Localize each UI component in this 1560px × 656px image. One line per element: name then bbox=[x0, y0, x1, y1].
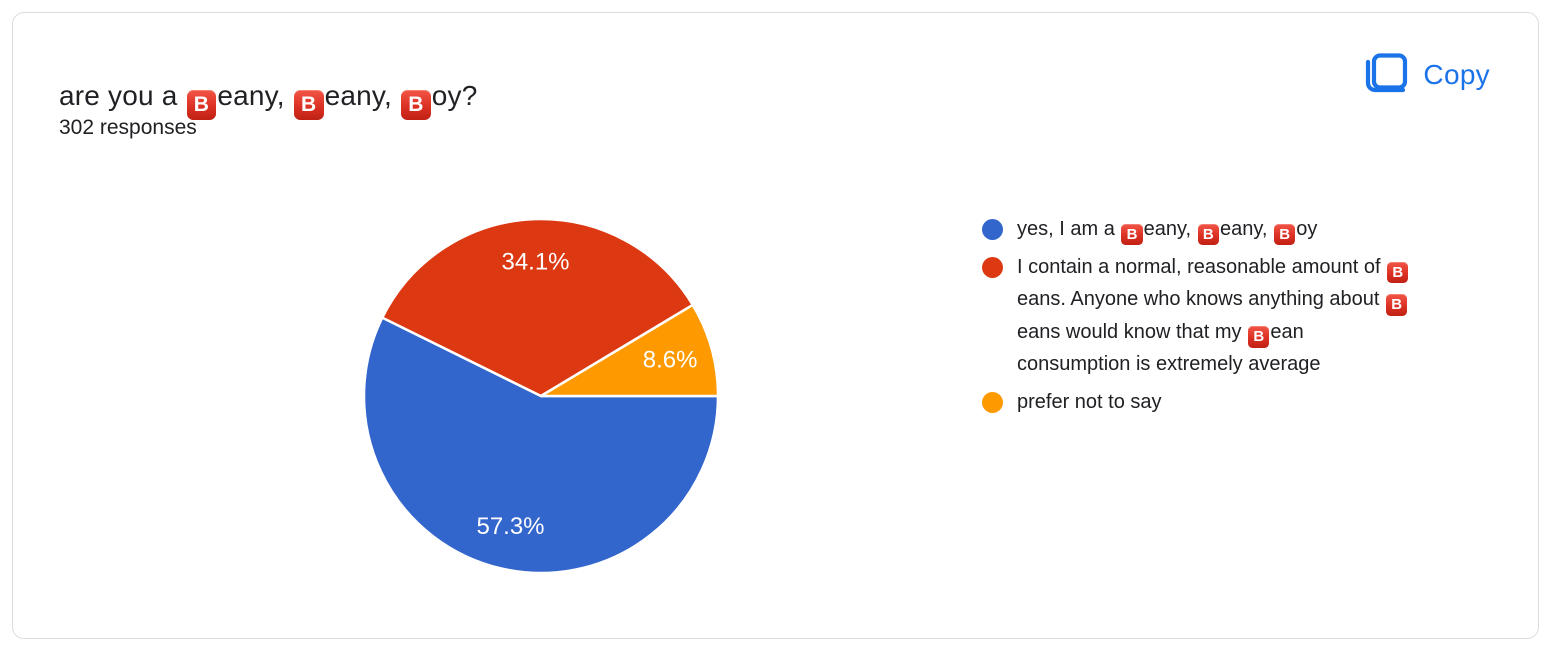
b-button-emoji: B bbox=[1248, 326, 1270, 348]
legend-swatch bbox=[982, 219, 1003, 240]
b-button-emoji: B bbox=[1386, 294, 1408, 316]
b-button-emoji: B bbox=[400, 89, 431, 120]
pie-slice-1 bbox=[381, 217, 695, 398]
copy-button-label: Copy bbox=[1423, 59, 1490, 90]
legend-swatch bbox=[982, 391, 1003, 413]
pie-slice-label: 57.3% bbox=[476, 513, 544, 540]
pie-chart-container: 57.3% 34.1% 8.6% bbox=[361, 216, 721, 576]
pie-slice-label: 34.1% bbox=[501, 249, 569, 276]
legend-label: I contain a normal, reasonable amount of… bbox=[1017, 251, 1421, 380]
pie-slice-label: 8.6% bbox=[643, 347, 698, 374]
b-button-emoji: B bbox=[1387, 262, 1409, 284]
copy-icon bbox=[1364, 53, 1408, 97]
pie-slice-2 bbox=[539, 303, 720, 398]
b-button-emoji: B bbox=[293, 89, 324, 120]
legend-item: prefer not to say bbox=[982, 386, 1442, 418]
legend-swatch bbox=[982, 257, 1003, 279]
b-button-emoji: B bbox=[1197, 223, 1219, 246]
b-button-emoji: B bbox=[1121, 223, 1143, 246]
legend-item: I contain a normal, reasonable amount of… bbox=[982, 251, 1442, 380]
b-button-emoji: B bbox=[1273, 223, 1296, 246]
pie-slice-0 bbox=[362, 316, 720, 575]
legend-label: prefer not to say bbox=[1017, 390, 1162, 413]
b-button-emoji: B bbox=[186, 89, 217, 120]
response-count: 302 responses bbox=[59, 116, 197, 139]
pie-chart: 57.3% 34.1% 8.6% bbox=[362, 217, 720, 575]
copy-button[interactable]: Copy bbox=[1360, 49, 1494, 101]
